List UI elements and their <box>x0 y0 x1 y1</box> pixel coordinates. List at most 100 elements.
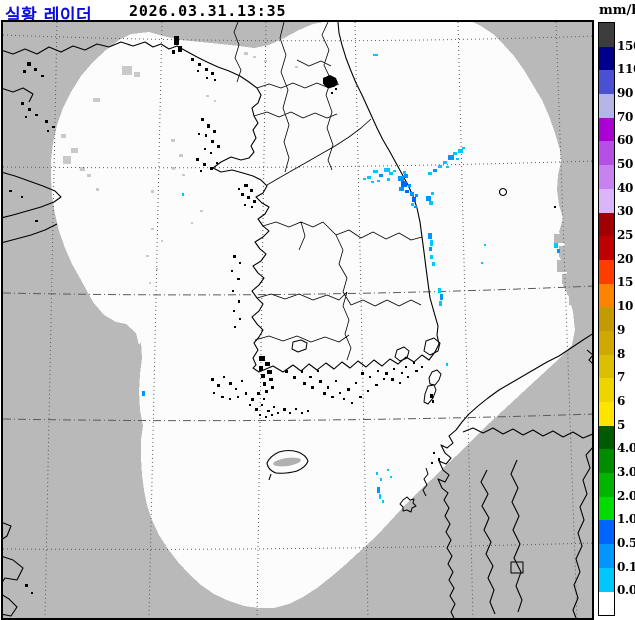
precipitation-echo <box>401 181 407 187</box>
legend-label: 5 <box>617 417 626 432</box>
sea-clutter-speck <box>146 255 149 257</box>
precipitation-echo <box>382 500 384 503</box>
precipitation-echo <box>443 161 447 164</box>
legend-label: 7 <box>617 370 626 385</box>
precipitation-echo <box>373 54 378 56</box>
sea-clutter-speck <box>156 268 158 270</box>
precipitation-echo <box>428 172 432 175</box>
precipitation-echo <box>481 262 483 264</box>
sea-clutter-speck <box>161 240 163 242</box>
graticule-meridian <box>44 22 58 618</box>
legend-segment <box>599 567 614 592</box>
sea-clutter-speck <box>200 210 203 212</box>
rain-rate-colorbar <box>598 22 615 616</box>
korea-coastline <box>3 22 440 373</box>
sea-clutter-speck <box>151 228 154 230</box>
legend-label: 15 <box>617 275 634 290</box>
precipitation-echo <box>380 478 382 481</box>
legend-label: 70 <box>617 109 634 124</box>
legend-label: 25 <box>617 228 634 243</box>
legend-segment <box>599 591 614 616</box>
precipitation-echo <box>389 172 393 175</box>
precipitation-echo <box>142 391 145 396</box>
legend-segment <box>599 117 614 142</box>
precipitation-echo <box>429 247 432 251</box>
precipitation-echo <box>557 249 560 253</box>
sea-clutter-speck <box>191 222 193 224</box>
coverage-notch <box>569 298 576 305</box>
legend-segment <box>599 520 614 545</box>
precipitation-echo <box>415 194 418 197</box>
sea-clutter-speck <box>151 190 154 193</box>
precipitation-echoes <box>142 54 560 503</box>
precipitation-echo <box>484 244 486 246</box>
sea-clutter-speck <box>80 167 85 171</box>
radar-map <box>3 22 592 618</box>
precipitation-echo <box>408 184 411 187</box>
sea-clutter-speck <box>253 56 256 58</box>
sea-clutter-speck <box>171 139 175 142</box>
precipitation-echo <box>182 193 184 196</box>
legend-label: 20 <box>617 251 634 266</box>
precipitation-echo <box>458 149 463 153</box>
sea-clutter-speck <box>172 167 175 170</box>
sea-clutter-speck <box>96 188 99 191</box>
jeju-island <box>266 449 309 481</box>
graticule-meridian <box>555 22 578 618</box>
sea-clutter-speck <box>134 72 140 77</box>
graticule-meridian <box>354 22 369 618</box>
precipitation-echo <box>462 147 465 149</box>
sea-clutter-layer <box>61 52 298 284</box>
precipitation-echo <box>373 170 378 173</box>
legend-segment <box>599 307 614 331</box>
legend-segment <box>599 402 614 426</box>
sea-clutter-speck <box>61 134 66 138</box>
province-borders <box>233 22 423 361</box>
precipitation-echo <box>439 301 442 306</box>
legend-segment <box>599 425 614 450</box>
precipitation-echo <box>433 169 437 172</box>
coverage-edge-notches <box>554 234 576 305</box>
precipitation-echo <box>453 152 457 155</box>
precipitation-echo <box>410 192 414 196</box>
legend-label: 2.0 <box>617 488 635 503</box>
precipitation-echo <box>377 487 380 493</box>
radar-coverage-area <box>51 22 575 608</box>
sea-clutter-speck <box>244 52 248 55</box>
legend-segment <box>599 449 614 474</box>
legend-label: 40 <box>617 180 634 195</box>
precipitation-echo <box>438 165 442 168</box>
precipitation-echo <box>429 201 433 205</box>
legend-label: 9 <box>617 322 626 337</box>
legend-segment <box>599 141 614 166</box>
sea-clutter-speck <box>122 66 132 75</box>
legend-label: 30 <box>617 204 634 219</box>
sea-clutter-speck <box>295 66 298 68</box>
sea-clutter-speck <box>149 282 151 284</box>
precipitation-echo <box>414 206 417 208</box>
precipitation-echo <box>428 233 432 239</box>
graticule-parallel <box>3 542 592 550</box>
sea-clutter-speck <box>206 95 209 97</box>
coverage-notch <box>567 286 576 295</box>
graticule-parallel <box>3 285 592 296</box>
precipitation-echo <box>405 190 409 193</box>
precipitation-echo <box>430 255 433 259</box>
coverage-notch <box>559 246 573 257</box>
legend-segment <box>599 473 614 497</box>
legend-segment <box>599 259 614 284</box>
legend-unit-label: mm/h <box>599 3 635 18</box>
precipitation-echo <box>379 174 383 177</box>
legend-segment <box>599 236 614 260</box>
precipitation-echo <box>390 476 392 478</box>
legend-segment <box>599 378 614 402</box>
precipitation-echo <box>446 166 449 168</box>
precipitation-echo <box>376 472 378 475</box>
graticule-meridian <box>457 22 474 618</box>
graticule <box>3 22 592 618</box>
coverage-notch <box>554 234 566 243</box>
sea-clutter-speck <box>214 100 216 102</box>
legend-segment <box>599 283 614 308</box>
precipitation-echo <box>377 180 380 182</box>
coverage-notch <box>557 260 570 272</box>
